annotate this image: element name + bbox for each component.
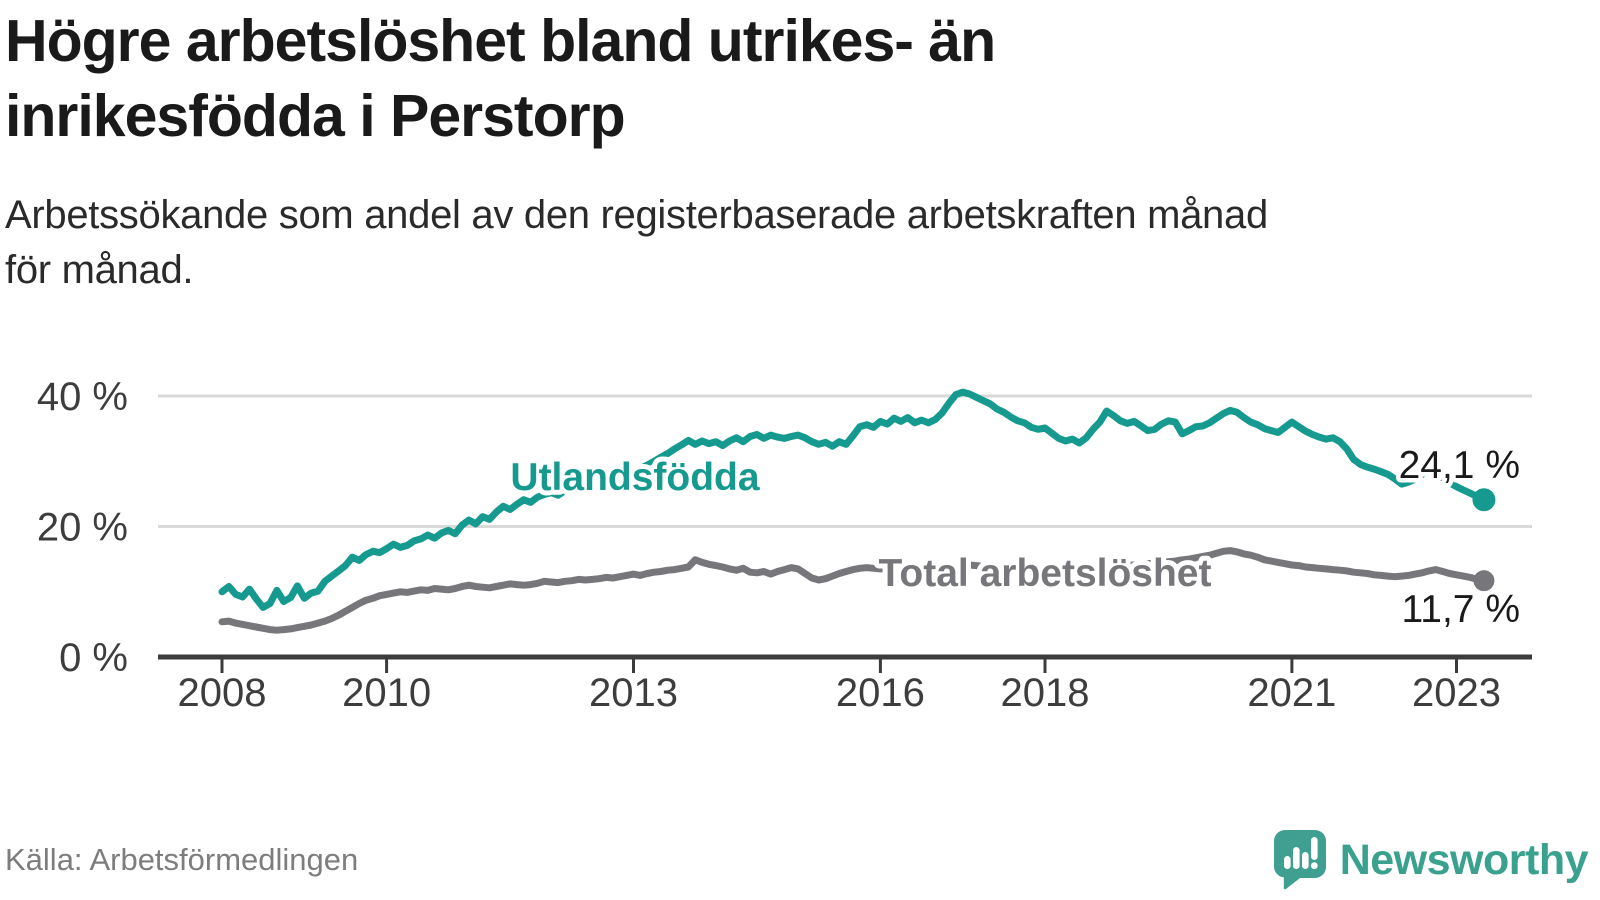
page-title: Högre arbetslöshet bland utrikes- än inr… xyxy=(5,4,996,154)
newsworthy-logo: Newsworthy xyxy=(1273,830,1589,890)
newsworthy-logo-text: Newsworthy xyxy=(1339,835,1589,884)
newsworthy-logo-icon xyxy=(1273,830,1326,890)
logo-bar-2 xyxy=(1292,847,1300,869)
x-axis-tick-label: 2013 xyxy=(589,671,678,715)
chart-subtitle-line-1: Arbetssökande som andel av den registerb… xyxy=(5,193,1268,237)
x-axis-tick-label: 2023 xyxy=(1412,671,1501,715)
page-title-line-2: inrikesfödda i Perstorp xyxy=(5,83,626,149)
x-axis-tick-label: 2018 xyxy=(1001,671,1090,715)
source-note: Källa: Arbetsförmedlingen xyxy=(5,842,359,877)
x-axis-tick-label: 2010 xyxy=(342,671,431,715)
chart-subtitle: Arbetssökande som andel av den registerb… xyxy=(5,188,1268,298)
y-axis-tick-label: 0 % xyxy=(59,636,128,680)
series-line-utlandsfodda xyxy=(218,388,1488,611)
end-value-label-utlandsfodda: 24,1 % xyxy=(1399,444,1520,487)
x-axis-tick-label: 2021 xyxy=(1247,671,1336,715)
logo-bar-3 xyxy=(1301,852,1309,869)
page-title-line-1: Högre arbetslöshet bland utrikes- än xyxy=(5,8,996,74)
series-label-utlandsfodda: Utlandsfödda xyxy=(510,456,759,499)
series-end-dot-utlandsfodda xyxy=(1472,488,1496,512)
logo-exclamation-dot xyxy=(1310,862,1318,870)
end-value-label-total: 11,7 % xyxy=(1401,588,1520,631)
series-end-dot-total xyxy=(1473,570,1495,592)
x-axis-tick-label: 2008 xyxy=(178,671,267,715)
series-label-total: Total arbetslöshet xyxy=(878,552,1211,595)
chart-subtitle-line-2: för månad. xyxy=(5,248,194,292)
series-line-total xyxy=(218,547,1488,634)
logo-exclamation-bar xyxy=(1310,837,1318,860)
y-axis-tick-label: 20 % xyxy=(37,506,128,550)
y-axis-tick-label: 40 % xyxy=(37,375,128,419)
x-axis-tick-label: 2016 xyxy=(836,671,925,715)
logo-bar-1 xyxy=(1283,856,1291,869)
